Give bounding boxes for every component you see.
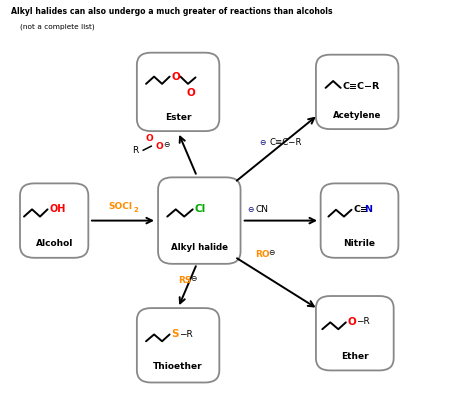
FancyBboxPatch shape — [158, 177, 240, 264]
Text: N: N — [364, 205, 372, 214]
Text: CN: CN — [256, 205, 269, 214]
Text: ⊖: ⊖ — [268, 248, 274, 257]
Text: O: O — [146, 134, 154, 143]
Text: ⊖: ⊖ — [260, 139, 266, 147]
Text: ⊖: ⊖ — [191, 275, 197, 284]
Text: Ether: Ether — [341, 352, 369, 361]
Text: Alcohol: Alcohol — [36, 239, 73, 248]
Text: OH: OH — [49, 205, 66, 214]
Text: 2: 2 — [133, 207, 138, 213]
FancyBboxPatch shape — [320, 183, 398, 258]
FancyBboxPatch shape — [316, 55, 398, 129]
Text: S: S — [172, 329, 179, 339]
Text: Nitrile: Nitrile — [344, 239, 375, 248]
FancyBboxPatch shape — [316, 296, 394, 371]
Text: R: R — [133, 146, 139, 155]
Text: Thioether: Thioether — [153, 362, 203, 371]
Text: SOCl: SOCl — [108, 202, 132, 211]
Text: O: O — [348, 317, 356, 327]
Text: (not a complete list): (not a complete list) — [20, 23, 95, 30]
Text: RO: RO — [255, 250, 270, 259]
Text: Ester: Ester — [165, 113, 191, 122]
Text: ⊖: ⊖ — [163, 141, 170, 149]
Text: −R: −R — [180, 330, 193, 339]
Text: Alkyl halides can also undergo a much greater of reactions than alcohols: Alkyl halides can also undergo a much gr… — [11, 7, 332, 17]
Text: Cl: Cl — [195, 204, 206, 214]
Text: RS: RS — [179, 277, 192, 286]
Text: O: O — [155, 143, 163, 151]
FancyBboxPatch shape — [137, 308, 219, 382]
FancyBboxPatch shape — [137, 53, 219, 131]
Text: ⊖: ⊖ — [247, 205, 254, 214]
Text: Alkyl halide: Alkyl halide — [171, 243, 228, 252]
Text: O: O — [187, 88, 196, 98]
Text: −R: −R — [356, 318, 370, 326]
Text: O: O — [172, 72, 180, 81]
Text: C≡C−R: C≡C−R — [343, 82, 380, 91]
Text: C≡: C≡ — [354, 205, 368, 214]
FancyBboxPatch shape — [20, 183, 88, 258]
Text: C≡C−R: C≡C−R — [270, 139, 302, 147]
Text: Acetylene: Acetylene — [333, 111, 382, 120]
